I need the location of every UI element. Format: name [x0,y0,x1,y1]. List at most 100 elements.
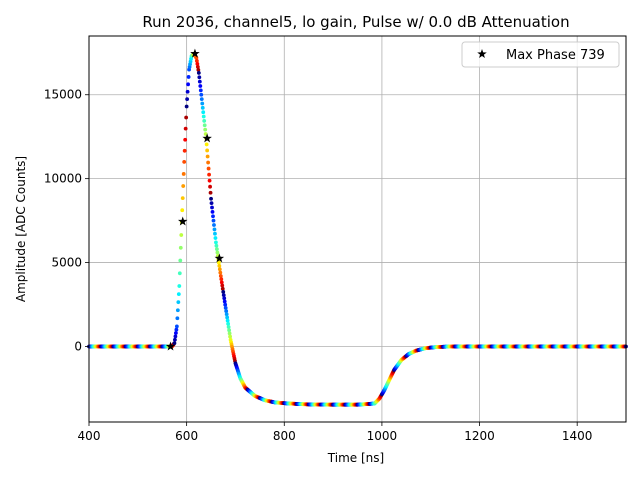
pulse-point [227,328,232,333]
pulse-point [201,110,206,115]
plot-frame [88,35,627,423]
pulse-point [196,71,201,75]
pulse-point [199,97,204,101]
pulse-point [208,184,212,189]
y-tick-label: 15000 [44,88,82,102]
pulse-point [197,75,202,80]
pulse-point [226,321,231,326]
pulse-point [225,318,230,323]
pulse-point [177,284,182,288]
pulse-point [202,123,207,128]
pulse-point [206,160,211,165]
x-axis-label: Time [ns] [327,451,384,465]
pulse-point [201,114,206,119]
y-tick-label: 5000 [51,256,82,270]
pulse-point [227,331,232,336]
pulse-point [182,148,187,153]
pulse-point [176,300,181,305]
pulse-point [172,341,177,346]
pulse-point [186,75,191,79]
pulse-point [200,101,205,106]
chart-title: Run 2036, channel5, lo gain, Pulse w/ 0.… [142,13,569,31]
max-phase-star [177,216,188,226]
pulse-point [217,264,222,268]
pulse-point [208,190,213,195]
pulse-point [222,296,227,301]
pulse-point [218,274,223,278]
pulse-point [223,305,228,310]
pulse-point [185,97,190,101]
pulse-point [174,331,178,335]
legend-star [477,49,487,59]
legend-label: Max Phase 739 [506,48,605,63]
pulse-point [213,231,217,236]
pulse-point [176,292,181,297]
pulse-point [205,154,210,159]
pulse-point [173,337,177,342]
pulse-point [217,267,222,272]
pulse-point [186,82,191,87]
pulse-point [173,334,178,339]
max-phase-star [214,253,225,263]
pulse-point [211,214,215,219]
pulse-point [183,126,188,131]
pulse-point [219,277,224,282]
pulse-point [182,159,187,164]
pulse-point [224,309,229,313]
pulse-point [203,127,208,132]
pulse-point [221,293,226,298]
legend-box [461,41,620,68]
pulse-point [199,92,204,97]
legend: Max Phase 739 [461,41,620,68]
pulse-point [209,201,214,206]
pulse-point [196,68,201,72]
pulse-point [211,218,216,223]
pulse-point [180,208,185,213]
pulse-point [202,119,207,123]
legend-star-marker [477,49,487,59]
pulse-point [174,327,179,332]
pulse-point [210,205,214,210]
pulse-point [195,61,200,66]
pulse-point [181,172,186,176]
pulse-point [181,184,186,188]
pulse-point [220,283,225,288]
x-tick-label: 1000 [367,429,398,443]
pulse-point [228,334,232,339]
x-tick-label: 800 [273,429,296,443]
pulse-point [180,196,185,201]
pulse-point [178,258,183,263]
pulse-point [221,290,226,294]
pulse-point [220,286,225,291]
pulse-point [194,58,199,63]
pulse-point [219,280,224,285]
pulse-point [225,315,230,320]
y-tick-label: 0 [74,339,82,353]
pulse-point [210,209,215,214]
axis-ticks: 400 600 800 1000 1200 1400 0 5000 10000 15000 [44,88,593,443]
pulse-point [222,299,227,304]
pulse-point [185,89,190,94]
y-axis-label: Amplitude [ADC Counts] [14,156,28,302]
pulse-point [184,115,189,120]
pulse-point [175,316,180,321]
pulse-point [198,84,203,88]
pulse-point [224,312,229,317]
pulse-point [197,79,202,84]
max-phase-star [202,133,212,143]
max-phase-star [190,48,200,58]
pulse-point [216,260,221,265]
pulse-point [212,223,216,227]
pulse-point [174,324,179,329]
pulse-point [205,148,210,153]
pulse-point [212,227,217,232]
pulse-point [215,250,220,255]
x-tick-label: 1200 [464,429,495,443]
pulse-point [198,88,203,93]
pulse-point [214,243,219,248]
x-tick-label: 600 [175,429,198,443]
pulse-point [209,196,213,201]
pulse-point [214,240,218,245]
